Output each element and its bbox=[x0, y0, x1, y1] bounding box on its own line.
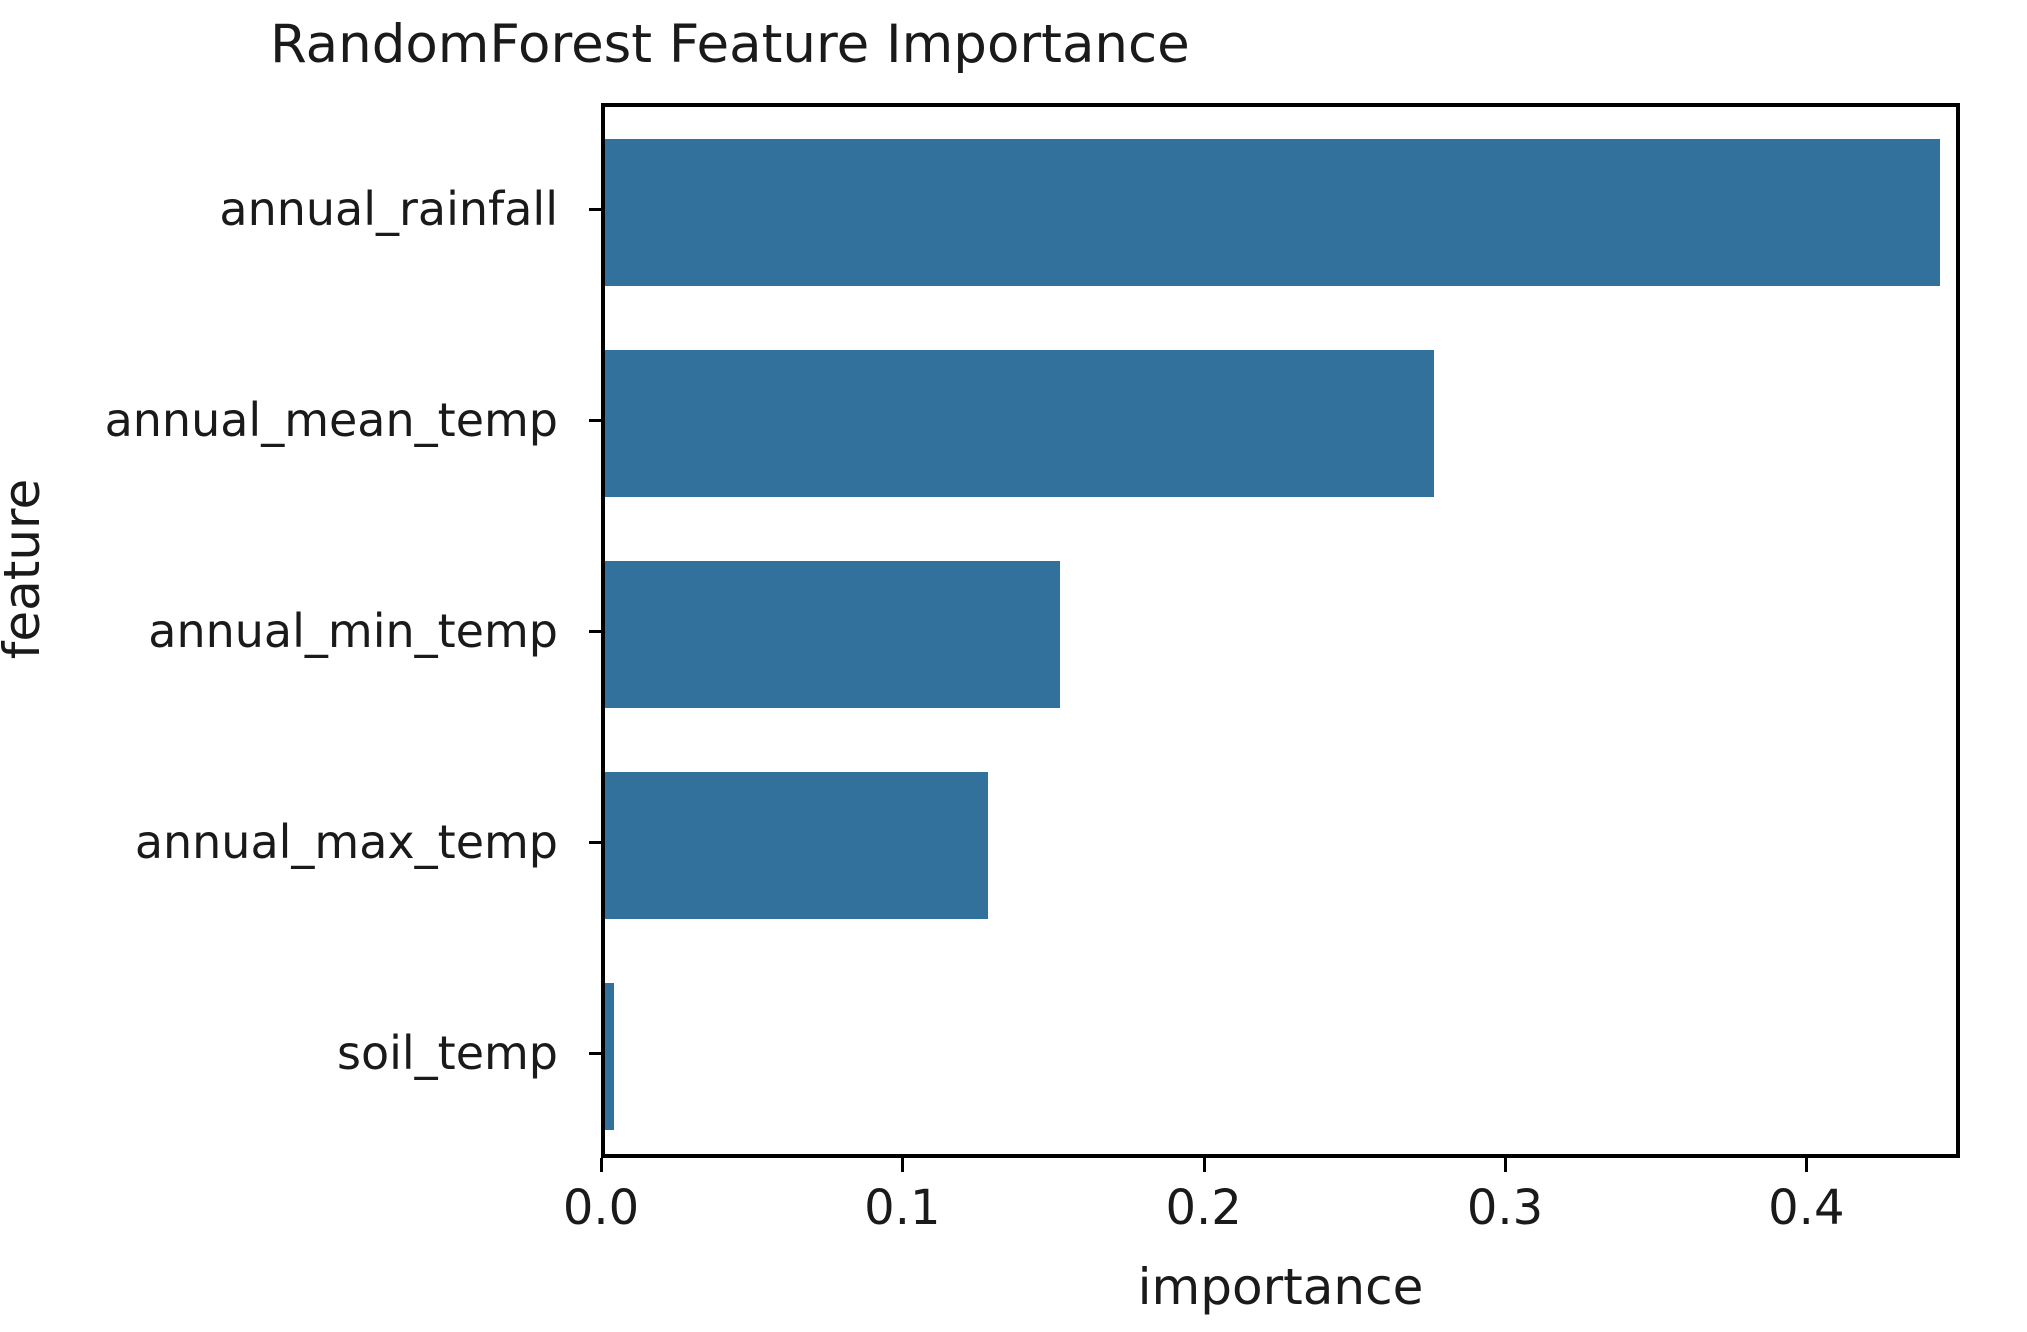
x-tick-label-4: 0.4 bbox=[1768, 1180, 1845, 1236]
y-axis-label: feature bbox=[0, 478, 51, 660]
y-tick-mark bbox=[589, 840, 601, 844]
plot-area bbox=[601, 103, 1960, 1158]
x-tick-label-2: 0.2 bbox=[1165, 1180, 1242, 1236]
x-tick-mark bbox=[1805, 1158, 1809, 1172]
bar-row bbox=[605, 560, 1964, 709]
x-tick-label-1: 0.1 bbox=[864, 1180, 941, 1236]
x-tick-label-3: 0.3 bbox=[1466, 1180, 1544, 1236]
y-tick-mark bbox=[589, 207, 601, 211]
bars-container bbox=[605, 107, 1956, 1154]
x-axis-label: importance bbox=[1137, 1258, 1424, 1316]
x-tick-label-0: 0.0 bbox=[562, 1180, 640, 1236]
y-tick-mark bbox=[589, 418, 601, 422]
bar-row bbox=[605, 349, 1964, 498]
bar-annual-max-temp bbox=[605, 771, 988, 920]
y-tick-mark bbox=[589, 629, 601, 633]
x-tick-mark bbox=[1202, 1158, 1206, 1172]
bar-soil-temp bbox=[605, 982, 615, 1131]
y-tick-mark bbox=[589, 1051, 601, 1055]
bar-annual-mean-temp bbox=[605, 349, 1434, 498]
y-tick-label-soil-temp: soil_temp bbox=[336, 1025, 558, 1080]
y-tick-label-annual-max-temp: annual_max_temp bbox=[134, 814, 558, 869]
y-tick-label-annual-mean-temp: annual_mean_temp bbox=[104, 392, 558, 447]
y-tick-label-annual-min-temp: annual_min_temp bbox=[148, 603, 558, 658]
bar-annual-rainfall bbox=[605, 138, 1940, 287]
bar-row bbox=[605, 138, 1964, 287]
page-title: RandomForest Feature Importance bbox=[270, 14, 1190, 75]
bar-annual-min-temp bbox=[605, 560, 1060, 709]
x-tick-mark bbox=[1503, 1158, 1507, 1172]
x-tick-mark bbox=[901, 1158, 905, 1172]
bar-row bbox=[605, 982, 1964, 1131]
x-tick-mark bbox=[600, 1158, 603, 1172]
bar-row bbox=[605, 771, 1964, 920]
y-tick-label-annual-rainfall: annual_rainfall bbox=[219, 181, 558, 236]
